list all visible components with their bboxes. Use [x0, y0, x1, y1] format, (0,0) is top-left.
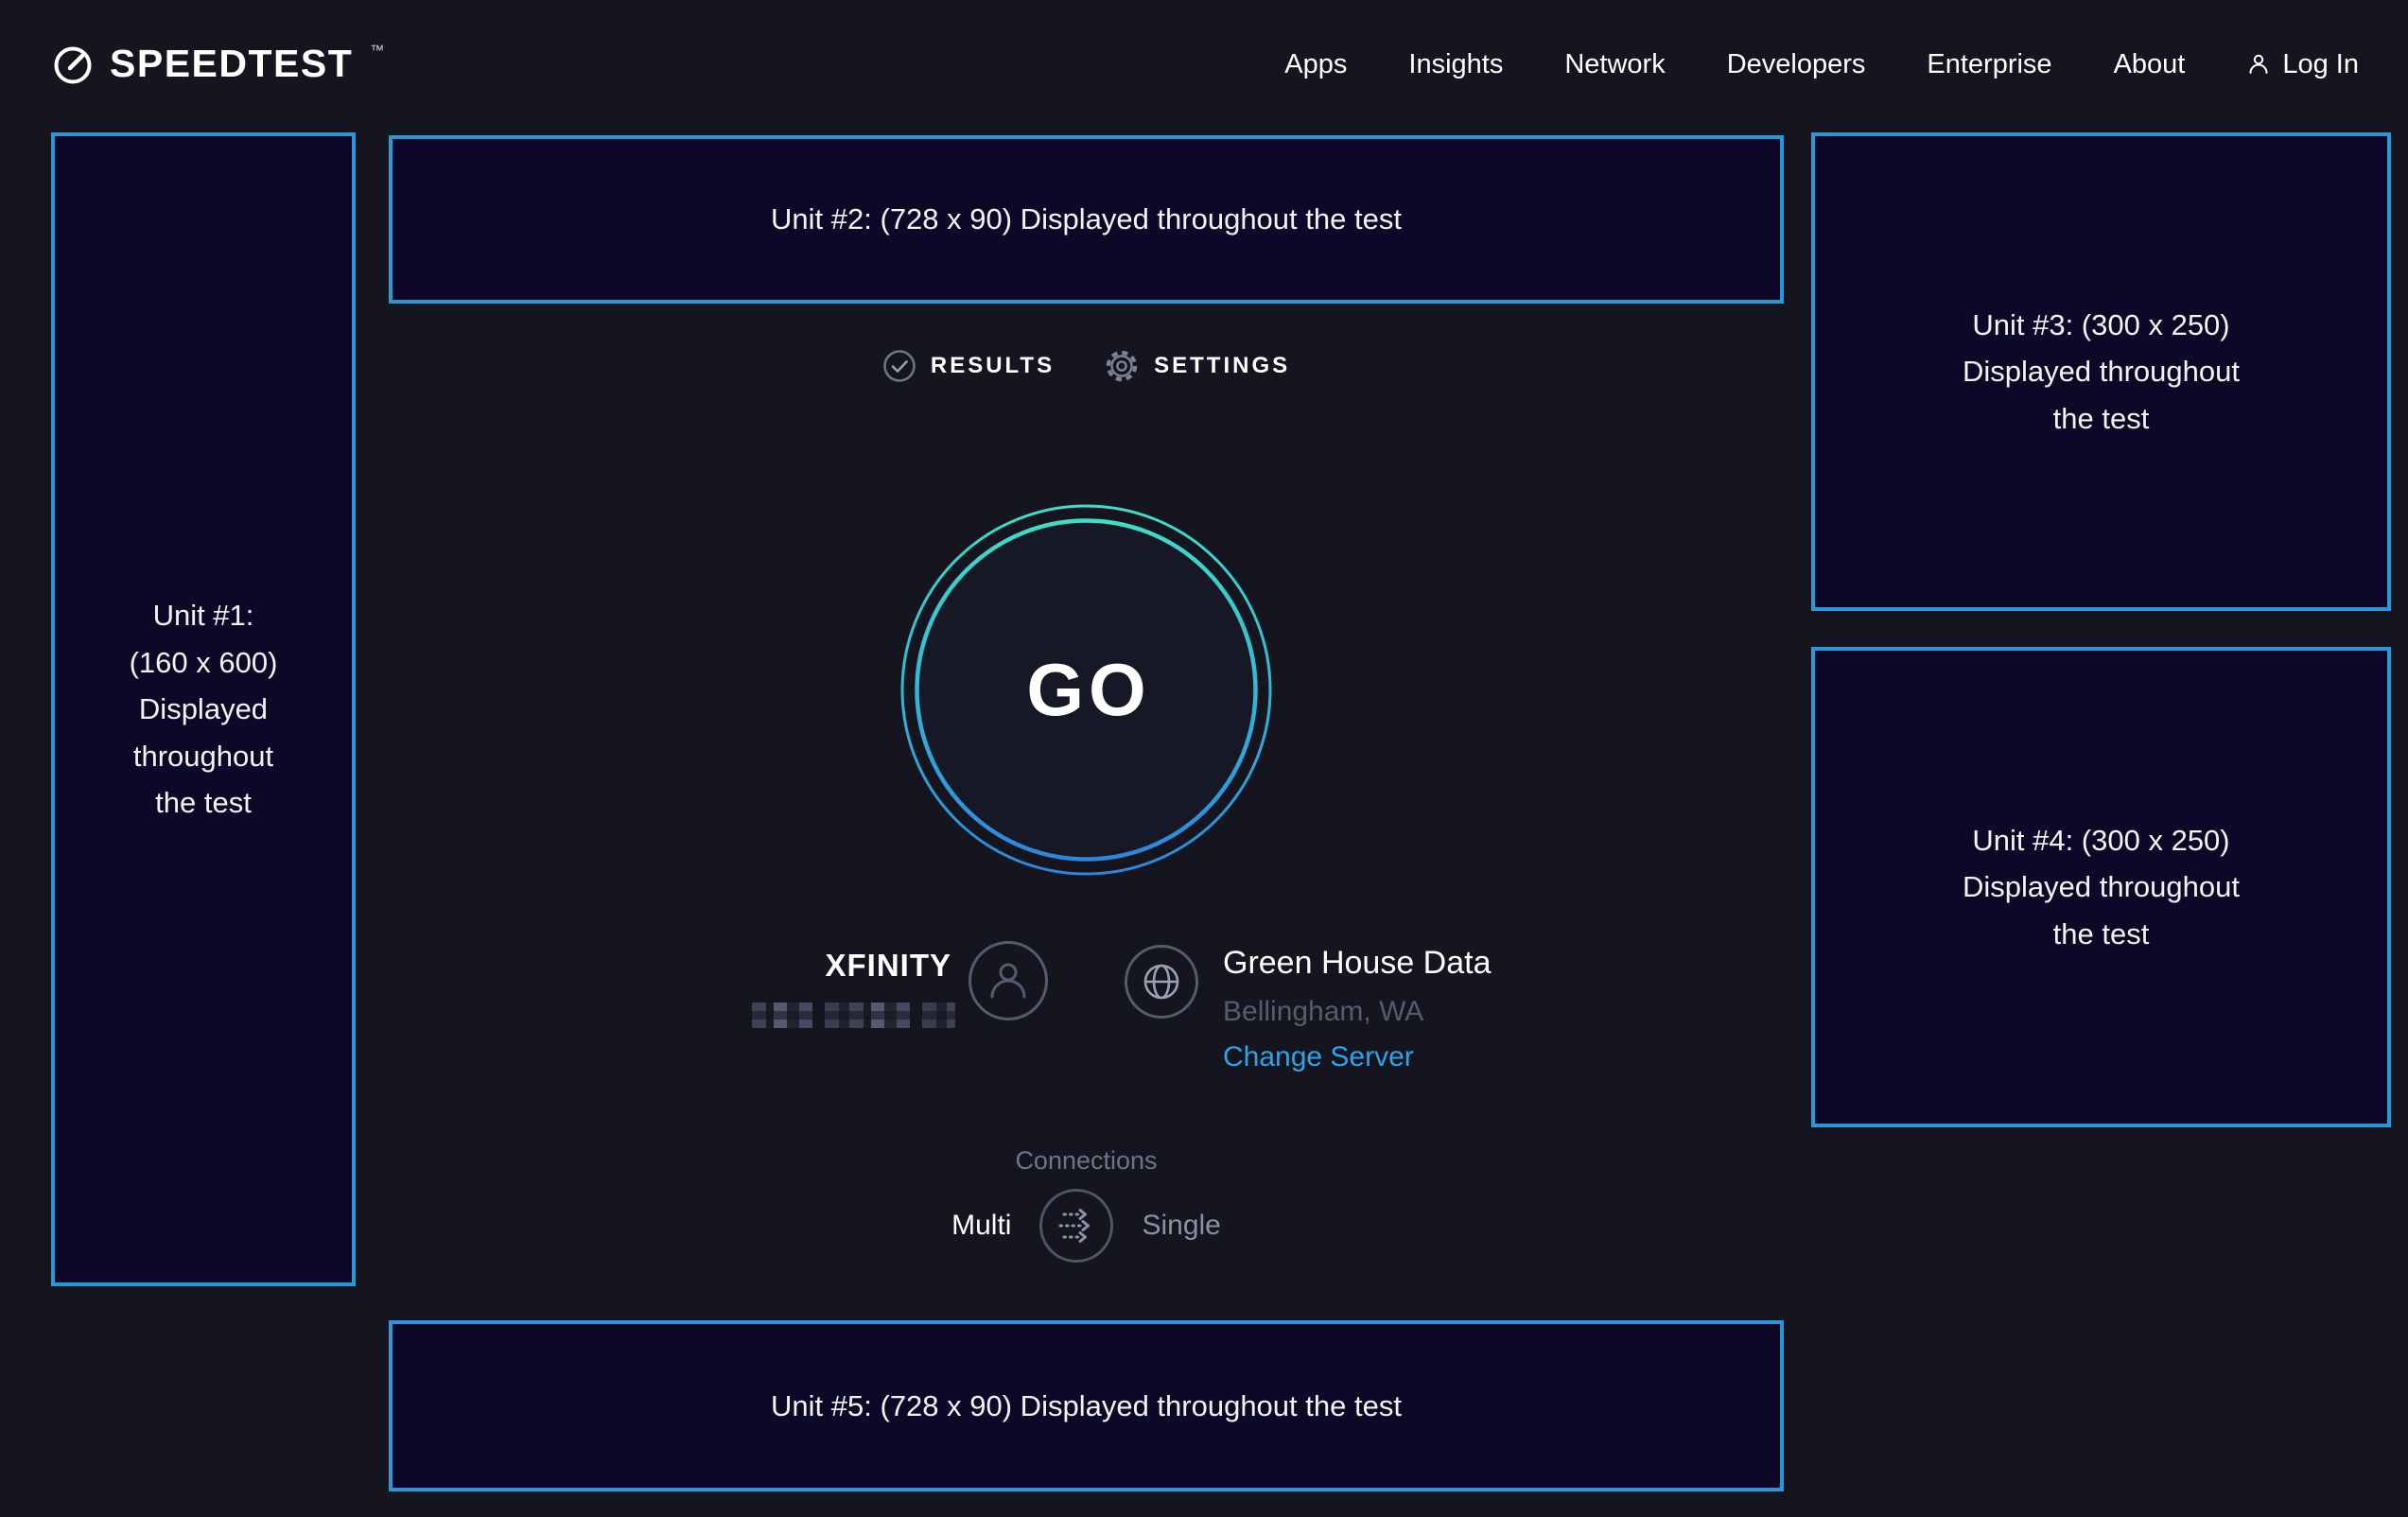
server-text: Green House Data Bellingham, WA Change S… [1223, 945, 1492, 1073]
globe-icon [1125, 945, 1198, 1019]
isp-details-redacted [752, 1003, 955, 1028]
isp-name: XFINITY [825, 948, 951, 983]
connection-mode-row: Multi Single [389, 1189, 1784, 1263]
ad-unit-3: Unit #3: (300 x 250) Displayed throughou… [1811, 132, 2391, 611]
connections-section: Connections Multi Single [389, 1146, 1784, 1263]
speedtest-logo[interactable]: SPEEDTEST ™ [51, 42, 384, 87]
go-rings [900, 504, 1272, 876]
isp-user-icon [968, 941, 1048, 1020]
login-label: Log In [2282, 48, 2359, 79]
ad-unit-1: Unit #1: (160 x 600) Displayed throughou… [51, 132, 356, 1286]
tab-settings-label: SETTINGS [1154, 353, 1291, 378]
ad-unit-4-text: Unit #4: (300 x 250) Displayed throughou… [1963, 823, 2240, 950]
primary-nav: Apps Insights Network Developers Enterpr… [1284, 49, 2359, 80]
speedometer-icon [54, 46, 92, 84]
tab-settings[interactable]: SETTINGS [1104, 348, 1290, 384]
multi-mode-label[interactable]: Multi [951, 1210, 1012, 1241]
ad-unit-2-text: Unit #2: (728 x 90) Displayed throughout… [771, 202, 1402, 236]
server-location: Bellingham, WA [1223, 996, 1424, 1027]
server-name: Green House Data [1223, 945, 1492, 981]
gear-icon [1106, 350, 1138, 382]
nav-item-network[interactable]: Network [1564, 48, 1666, 79]
trademark-mark: ™ [370, 43, 385, 59]
check-circle-icon [883, 350, 916, 382]
change-server-link[interactable]: Change Server [1223, 1041, 1414, 1072]
ad-unit-5: Unit #5: (728 x 90) Displayed throughout… [389, 1320, 1784, 1491]
nav-item-apps[interactable]: Apps [1284, 48, 1348, 79]
nav-item-enterprise[interactable]: Enterprise [1927, 48, 2052, 79]
go-button[interactable]: GO [899, 503, 1273, 877]
tab-results-label: RESULTS [930, 353, 1056, 378]
ad-unit-5-text: Unit #5: (728 x 90) Displayed throughout… [771, 1388, 1402, 1422]
tab-results[interactable]: RESULTS [882, 348, 1055, 384]
nav-item-insights[interactable]: Insights [1408, 48, 1504, 79]
multi-arrows-icon [1058, 1209, 1091, 1243]
single-mode-label[interactable]: Single [1142, 1210, 1221, 1241]
ad-unit-2: Unit #2: (728 x 90) Displayed throughout… [389, 135, 1784, 304]
connection-mode-toggle[interactable] [1039, 1189, 1114, 1263]
view-tabs: RESULTS SETTINGS [389, 348, 1784, 384]
logo-text: SPEEDTEST [110, 42, 354, 85]
ad-unit-3-text: Unit #3: (300 x 250) Displayed throughou… [1963, 307, 2240, 435]
login-button[interactable]: Log In [2246, 49, 2359, 80]
top-nav: SPEEDTEST ™ Apps Insights Network Develo… [0, 0, 2408, 129]
go-label: GO [1026, 648, 1151, 731]
server-info: Green House Data Bellingham, WA Change S… [1125, 945, 1492, 1073]
connections-label: Connections [1015, 1146, 1158, 1175]
ad-unit-4: Unit #4: (300 x 250) Displayed throughou… [1811, 647, 2391, 1127]
user-icon [2249, 54, 2268, 74]
nav-item-developers[interactable]: Developers [1726, 48, 1866, 79]
nav-item-about[interactable]: About [2113, 48, 2186, 79]
ad-unit-1-text: Unit #1: (160 x 600) Displayed throughou… [129, 599, 278, 820]
isp-info[interactable]: XFINITY [825, 941, 1048, 1020]
